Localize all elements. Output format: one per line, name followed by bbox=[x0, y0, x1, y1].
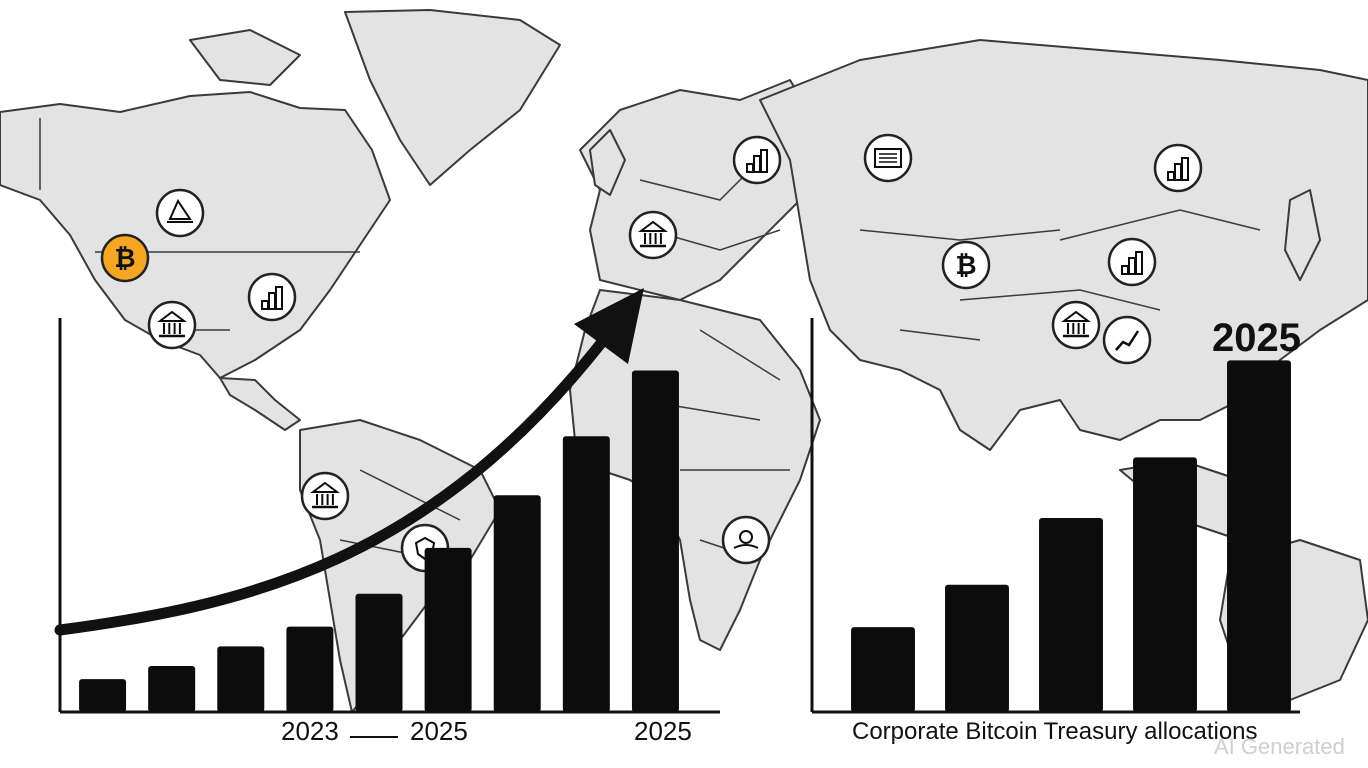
icon-badge bbox=[721, 515, 771, 565]
bar bbox=[631, 370, 679, 712]
icon-badge bbox=[1102, 315, 1152, 365]
bar bbox=[945, 584, 1009, 712]
bank-roof bbox=[310, 481, 340, 493]
left-bar-chart bbox=[54, 288, 720, 714]
bar bbox=[79, 679, 127, 712]
building-block bbox=[1181, 157, 1189, 181]
icon-badge bbox=[100, 233, 150, 283]
landmass-uk bbox=[589, 129, 626, 196]
bank-roof bbox=[1061, 310, 1091, 322]
left-x-tick-label: 2025 bbox=[410, 716, 468, 746]
landmass-arctic-islands bbox=[189, 29, 301, 86]
bank-icon bbox=[147, 300, 197, 350]
bar bbox=[1133, 457, 1197, 712]
sail bbox=[168, 198, 192, 220]
left-x-tick-label: 2025 bbox=[634, 716, 692, 746]
bitcoin-glyph: ₿ bbox=[955, 251, 976, 281]
bank-icon bbox=[628, 210, 678, 260]
icon-badge bbox=[1107, 237, 1157, 287]
office-building-icon bbox=[247, 272, 297, 322]
bank-roof bbox=[638, 220, 668, 232]
right-chart-annotation: 2025 bbox=[1212, 316, 1301, 360]
bitcoin-icon: ₿ bbox=[100, 233, 150, 283]
country-border bbox=[859, 229, 1061, 241]
icon-badge bbox=[1051, 300, 1101, 350]
trend-arrow-head bbox=[574, 288, 644, 364]
bar bbox=[493, 495, 541, 712]
country-border bbox=[899, 329, 981, 341]
bar bbox=[148, 666, 196, 712]
country-border bbox=[359, 469, 461, 521]
country-border bbox=[959, 289, 1161, 311]
country-border bbox=[1059, 209, 1261, 241]
building-block bbox=[760, 149, 768, 173]
icon-badge bbox=[732, 135, 782, 185]
sailboat-icon bbox=[155, 188, 205, 238]
x-range-dash bbox=[350, 736, 398, 738]
right-bar-chart bbox=[810, 318, 1300, 714]
chart-caption: Corporate Bitcoin Treasury allocations bbox=[852, 718, 1258, 745]
bar bbox=[1227, 360, 1291, 712]
bitcoin-icon: ₿ bbox=[941, 240, 991, 290]
left-x-tick-label: 2023 bbox=[281, 716, 339, 746]
bank-icon bbox=[300, 471, 350, 521]
stack-icon bbox=[1107, 237, 1157, 287]
building-block bbox=[1135, 251, 1143, 275]
bar bbox=[851, 627, 915, 712]
bar bbox=[286, 626, 334, 712]
landmass-japan bbox=[1284, 189, 1321, 281]
building-icon bbox=[1153, 143, 1203, 193]
landmass-asia bbox=[759, 39, 1368, 451]
bar bbox=[355, 593, 403, 712]
bank-roof bbox=[157, 310, 187, 322]
building-block bbox=[275, 286, 283, 310]
icon-badge bbox=[155, 188, 205, 238]
document-icon bbox=[863, 133, 913, 183]
icon-badge bbox=[247, 272, 297, 322]
icon-badge bbox=[300, 471, 350, 521]
landmass-central-america bbox=[219, 377, 301, 431]
hand-shape bbox=[733, 544, 759, 549]
country-border bbox=[699, 329, 781, 381]
growth-line bbox=[1115, 330, 1140, 351]
bar bbox=[562, 436, 610, 712]
growth-chart-icon bbox=[1102, 315, 1152, 365]
icon-badge bbox=[147, 300, 197, 350]
hand-coin-icon bbox=[721, 515, 771, 565]
bar-chart-icon bbox=[732, 135, 782, 185]
icon-badge bbox=[1153, 143, 1203, 193]
bitcoin-glyph: ₿ bbox=[114, 244, 135, 274]
bar bbox=[1039, 518, 1103, 712]
coin-shape bbox=[739, 530, 753, 544]
document-frame bbox=[874, 148, 902, 168]
watermark: AI Generated bbox=[1214, 734, 1345, 759]
landmass-greenland bbox=[344, 9, 561, 186]
icon-badge bbox=[628, 210, 678, 260]
bank-icon bbox=[1051, 300, 1101, 350]
bar bbox=[217, 646, 265, 712]
trend-arrow-shaft bbox=[54, 336, 608, 636]
icon-badge bbox=[941, 240, 991, 290]
map-icons: ₿ ₿ bbox=[100, 133, 1203, 573]
bar bbox=[424, 547, 472, 712]
